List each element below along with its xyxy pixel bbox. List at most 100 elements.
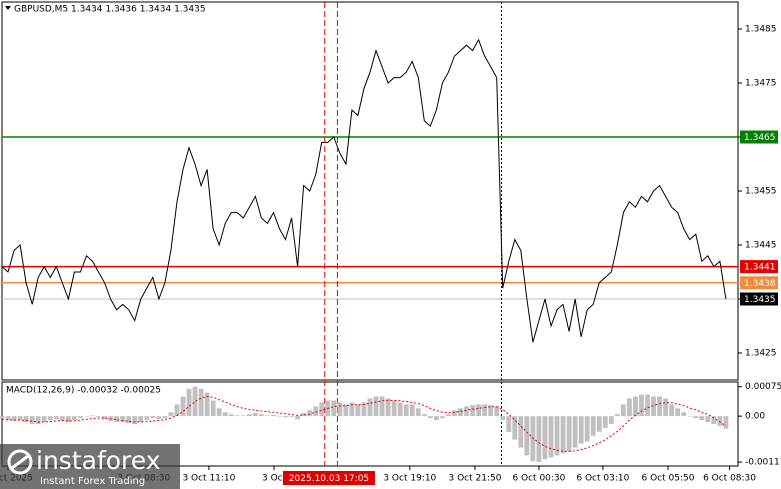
macd-bar — [596, 416, 602, 432]
symbol-arrow — [5, 6, 11, 10]
y-tick-label: 1.3475 — [745, 79, 777, 89]
macd-bar — [283, 416, 288, 418]
macd-bar — [307, 410, 313, 417]
macd-bar — [150, 416, 156, 419]
macd-bar — [681, 412, 687, 417]
x-tick-label: 6 Oct 05:50 — [642, 474, 695, 484]
macd-bar — [174, 404, 180, 417]
macd-bar — [403, 404, 409, 417]
macd-bar — [500, 416, 506, 421]
price-label-box — [740, 260, 778, 274]
macd-bar — [590, 416, 596, 436]
macd-bar — [620, 404, 626, 417]
macd-bar — [512, 416, 518, 440]
macd-bar — [337, 402, 343, 417]
macd-bar — [470, 405, 475, 417]
macd-bar — [355, 404, 361, 417]
macd-bar — [234, 415, 240, 417]
macd-bar — [0, 416, 5, 419]
macd-bar — [102, 416, 107, 420]
macd-bar — [705, 416, 711, 423]
macd-bar — [566, 416, 572, 452]
macd-bar — [289, 416, 294, 417]
macd-bar — [228, 414, 234, 417]
macd-bar — [482, 404, 488, 417]
y-tick-label: -0.00117 — [745, 458, 781, 468]
macd-bar — [313, 406, 319, 417]
macd-bar — [657, 396, 662, 417]
macd-bar — [578, 416, 584, 444]
macd-bar — [699, 416, 705, 421]
macd-bar — [723, 416, 729, 429]
macd-bar — [639, 394, 644, 417]
macd-bar — [554, 416, 560, 456]
macd-bar — [645, 394, 650, 417]
macd-bar — [397, 402, 403, 417]
macd-bar — [548, 416, 554, 458]
watermark: instaforex Instant Forex Trading — [0, 444, 180, 489]
macd-bar — [717, 416, 723, 426]
price-label-box — [740, 130, 778, 144]
macd-bar — [17, 416, 23, 421]
cursor-time-box — [282, 471, 375, 485]
y-tick-label: 1.3425 — [745, 349, 777, 359]
macd-title: MACD(12,26,9) -0.00032 -0.00025 — [6, 386, 161, 396]
macd-bar — [120, 416, 126, 423]
price-label-box — [740, 276, 778, 290]
macd-bar — [439, 416, 445, 419]
macd-bar — [536, 416, 542, 463]
watermark-logo — [7, 449, 33, 475]
macd-bar — [626, 398, 632, 417]
macd-bar — [421, 414, 427, 417]
macd-bar — [506, 416, 512, 432]
macd-bar — [186, 388, 192, 417]
macd-bar — [222, 412, 228, 417]
macd-bar — [53, 416, 59, 420]
macd-bar — [349, 402, 355, 417]
macd-bar — [415, 408, 421, 417]
macd-bar — [132, 416, 138, 424]
macd-bar — [65, 416, 71, 423]
macd-bar — [138, 416, 144, 423]
macd-bar — [433, 416, 439, 421]
macd-bar — [361, 402, 367, 417]
macd-bar — [687, 416, 693, 417]
macd-bar — [373, 396, 379, 417]
macd-bar — [246, 414, 252, 417]
macd-bar — [11, 416, 17, 421]
macd-bar — [156, 416, 162, 420]
macd-bar — [446, 414, 451, 417]
macd-bar — [168, 412, 174, 417]
macd-bar — [663, 398, 669, 417]
macd-bar — [78, 416, 83, 419]
macd-bar — [494, 406, 500, 417]
macd-bar — [301, 413, 307, 417]
macd-bar — [693, 416, 699, 419]
x-tick-label: 3 Oct — [262, 474, 287, 484]
macd-bar — [271, 414, 276, 417]
y-tick-label: 0.00 — [745, 412, 765, 422]
macd-bar — [711, 416, 717, 424]
macd-bar — [41, 416, 47, 423]
macd-bar — [96, 416, 101, 417]
macd-bar — [126, 416, 132, 424]
macd-bar — [295, 416, 301, 420]
macd-bar — [518, 416, 524, 448]
price-line — [1, 38, 727, 343]
macd-bar — [216, 408, 222, 417]
x-tick-label: 6 Oct 08:30 — [703, 474, 756, 484]
watermark-name: instaforex — [36, 446, 161, 475]
macd-bar — [476, 404, 482, 417]
macd-bar — [385, 398, 391, 417]
macd-bar — [59, 416, 65, 421]
macd-bar — [542, 416, 548, 460]
macd-bar — [608, 416, 614, 424]
macd-bar — [391, 400, 397, 417]
macd-bar — [35, 416, 41, 424]
macd-bar — [331, 400, 337, 417]
signal-line — [1, 395, 727, 453]
macd-bar — [144, 416, 150, 421]
macd-bar — [452, 410, 457, 417]
macd-bar — [675, 408, 681, 417]
macd-bar — [651, 396, 656, 417]
